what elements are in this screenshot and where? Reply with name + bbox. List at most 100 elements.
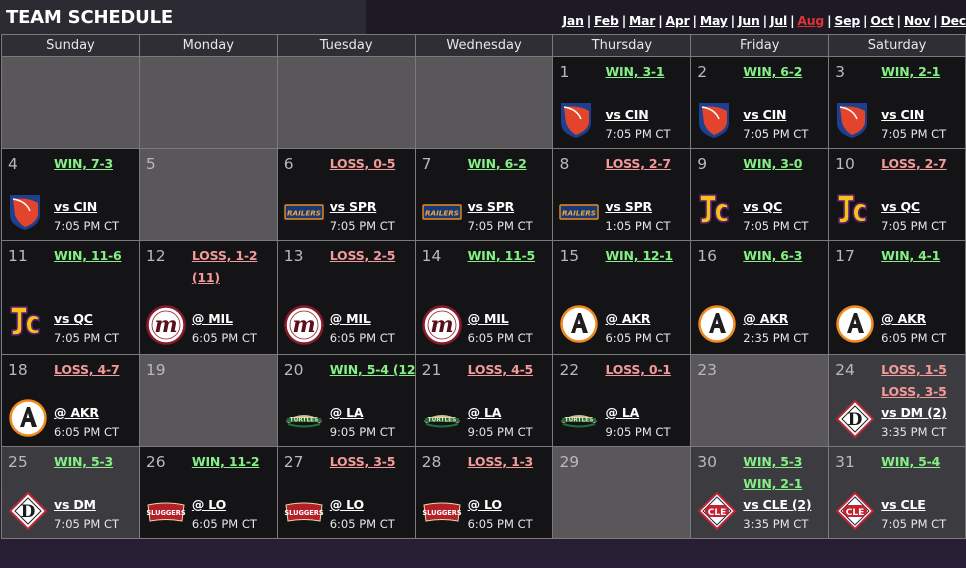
day-cell[interactable]: 6 LOSS, 0-5 vs SPR 7:05 PM CT RAILERS [277, 149, 416, 241]
game-result[interactable]: LOSS, 2-7 [881, 156, 947, 171]
game-result[interactable]: WIN, 4-1 [881, 248, 941, 263]
opponent-link[interactable]: @ LA [605, 405, 640, 420]
game-result[interactable]: WIN, 3-1 [605, 64, 665, 79]
opponent-link[interactable]: vs SPR [605, 199, 652, 214]
month-link-mar[interactable]: Mar [629, 13, 656, 28]
opponent-link[interactable]: @ LO [467, 497, 502, 512]
day-cell[interactable]: 26 WIN, 11-2 @ LO 6:05 PM CT SLUGGERS [139, 447, 278, 539]
day-cell[interactable]: 20 WIN, 5-4 (12) @ LA 9:05 PM CT TURTLES [277, 355, 421, 447]
opponent-link[interactable]: vs CLE [881, 497, 926, 512]
day-number: 30 [697, 453, 718, 471]
opponent-link[interactable]: vs QC [881, 199, 920, 214]
day-cell[interactable]: 30 WIN, 5-3 WIN, 2-1 vs CLE (2) 3:35 PM CT CL… [691, 447, 830, 539]
day-cell[interactable]: 17 WIN, 4-1 @ AKR 6:05 PM CT [829, 241, 966, 355]
opponent-link[interactable]: vs CIN [881, 107, 925, 122]
opponent-link[interactable]: vs SPR [467, 199, 515, 214]
opponent-link[interactable]: vs QC [743, 199, 783, 214]
month-link-oct[interactable]: Oct [870, 13, 894, 28]
month-link-jan[interactable]: Jan [562, 13, 584, 28]
opponent-link[interactable]: vs SPR [329, 199, 377, 214]
day-cell[interactable]: 10 LOSS, 2-7 vs QC 7:05 PM CT [829, 149, 966, 241]
opponent-link[interactable]: vs CIN [54, 199, 98, 214]
day-cell[interactable]: 13 LOSS, 2-5 @ MIL 6:05 PM CT m [277, 241, 416, 355]
opponent-link[interactable]: @ AKR [743, 311, 789, 326]
day-cell[interactable]: 27 LOSS, 3-5 @ LO 6:05 PM CT SLUGGERS [277, 447, 416, 539]
opponent-link[interactable]: @ MIL [467, 311, 509, 326]
game-result[interactable]: WIN, 6-2 [743, 64, 803, 79]
month-link-may[interactable]: May [699, 13, 728, 28]
day-cell[interactable]: 9 WIN, 3-0 vs QC 7:05 PM CT [691, 149, 830, 241]
game-result[interactable]: LOSS, 3-5 [881, 384, 947, 399]
day-cell[interactable]: 24 LOSS, 1-5 LOSS, 3-5 vs DM (2) 3:35 PM CT D [829, 355, 966, 447]
day-cell[interactable]: 8 LOSS, 2-7 vs SPR 1:05 PM CT RAILERS [553, 149, 692, 241]
day-cell[interactable]: 3 WIN, 2-1 vs CIN 7:05 PM CT [829, 57, 966, 149]
game-result[interactable]: LOSS, 1-2 [191, 248, 258, 263]
opponent-link[interactable]: vs DM [54, 497, 96, 512]
day-cell[interactable]: 21 LOSS, 4-5 @ LA 9:05 PM CT TURTLES [415, 355, 554, 447]
month-link-jun[interactable]: Jun [737, 13, 760, 28]
month-link-feb[interactable]: Feb [594, 13, 619, 28]
railers-team-logo: RAILERS [284, 203, 324, 221]
game-result[interactable]: WIN, 7-3 [54, 156, 113, 171]
day-cell[interactable]: 22 LOSS, 0-1 @ LA 9:05 PM CT TURTLES [553, 355, 692, 447]
month-link-jul[interactable]: Jul [769, 13, 788, 28]
day-cell[interactable]: 2 WIN, 6-2 vs CIN 7:05 PM CT [691, 57, 830, 149]
game-result[interactable]: LOSS, 3-5 [329, 454, 396, 469]
opponent-link[interactable]: @ LO [329, 497, 364, 512]
game-result[interactable]: WIN, 6-3 [743, 248, 803, 263]
opponent-link[interactable]: vs CLE (2) [743, 497, 812, 512]
game-result[interactable]: LOSS, 1-3 [467, 454, 534, 469]
day-cell[interactable]: 4 WIN, 7-3 vs CIN 7:05 PM CT [2, 149, 140, 241]
game-result[interactable]: WIN, 11-5 [467, 248, 536, 263]
game-result[interactable]: WIN, 2-1 [743, 476, 803, 491]
opponent-link[interactable]: @ AKR [881, 311, 926, 326]
day-cell[interactable]: 7 WIN, 6-2 vs SPR 7:05 PM CT RAILERS [415, 149, 554, 241]
month-link-aug[interactable]: Aug [797, 13, 825, 28]
mil-team-logo: m [283, 305, 324, 345]
month-link-dec[interactable]: Dec [940, 13, 966, 28]
game-result[interactable]: WIN, 6-2 [467, 156, 527, 171]
game-result[interactable]: WIN, 11-6 [54, 248, 122, 263]
opponent-link[interactable]: @ LA [467, 405, 502, 420]
game-result[interactable]: LOSS, 4-5 [467, 362, 534, 377]
game-result[interactable]: WIN, 5-4 [881, 454, 941, 469]
opponent-link[interactable]: @ LO [191, 497, 227, 512]
game-result[interactable]: LOSS, 2-5 [329, 248, 396, 263]
game-result[interactable]: (11) [191, 270, 220, 285]
game-result[interactable]: WIN, 3-0 [743, 156, 803, 171]
month-link-nov[interactable]: Nov [903, 13, 931, 28]
day-cell[interactable]: 25 WIN, 5-3 vs DM 7:05 PM CT D [2, 447, 140, 539]
game-result[interactable]: LOSS, 4-7 [54, 362, 120, 377]
game-result[interactable]: WIN, 5-3 [743, 454, 803, 469]
opponent-link[interactable]: vs QC [54, 311, 93, 326]
opponent-link[interactable]: vs CIN [605, 107, 649, 122]
day-cell[interactable]: 15 WIN, 12-1 @ AKR 6:05 PM CT [553, 241, 692, 355]
game-result[interactable]: LOSS, 0-1 [605, 362, 671, 377]
game-result[interactable]: WIN, 12-1 [605, 248, 673, 263]
day-cell[interactable]: 12 LOSS, 1-2 (11) @ MIL 6:05 PM CT m [139, 241, 278, 355]
game-result[interactable]: WIN, 5-3 [54, 454, 113, 469]
opponent-link[interactable]: @ MIL [191, 311, 233, 326]
game-result[interactable]: LOSS, 1-5 [881, 362, 947, 377]
day-cell[interactable]: 16 WIN, 6-3 @ AKR 2:35 PM CT [691, 241, 830, 355]
day-cell[interactable]: 14 WIN, 11-5 @ MIL 6:05 PM CT m [415, 241, 554, 355]
opponent-link[interactable]: vs CIN [743, 107, 787, 122]
opponent-link[interactable]: vs DM (2) [881, 405, 947, 420]
opponent-link[interactable]: @ LA [329, 405, 364, 420]
game-result[interactable]: WIN, 11-2 [191, 454, 260, 469]
day-cell[interactable]: 11 WIN, 11-6 vs QC 7:05 PM CT [2, 241, 140, 355]
opponent-link[interactable]: @ MIL [329, 311, 371, 326]
day-cell[interactable]: 1 WIN, 3-1 vs CIN 7:05 PM CT [553, 57, 692, 149]
day-cell[interactable]: 28 LOSS, 1-3 @ LO 6:05 PM CT SLUGGERS [415, 447, 554, 539]
game-result[interactable]: WIN, 2-1 [881, 64, 941, 79]
day-cell[interactable]: 31 WIN, 5-4 vs CLE 7:05 PM CT CLE [829, 447, 966, 539]
opponent-link[interactable]: @ AKR [605, 311, 651, 326]
month-link-sep[interactable]: Sep [834, 13, 861, 28]
day-cell[interactable]: 18 LOSS, 4-7 @ AKR 6:05 PM CT [2, 355, 140, 447]
game-result[interactable]: LOSS, 2-7 [605, 156, 671, 171]
day-cell: 19 [139, 355, 278, 447]
game-result[interactable]: LOSS, 0-5 [329, 156, 396, 171]
opponent-link[interactable]: @ AKR [54, 405, 99, 420]
month-link-apr[interactable]: Apr [665, 13, 690, 28]
game-result[interactable]: WIN, 5-4 (12) [329, 362, 421, 377]
